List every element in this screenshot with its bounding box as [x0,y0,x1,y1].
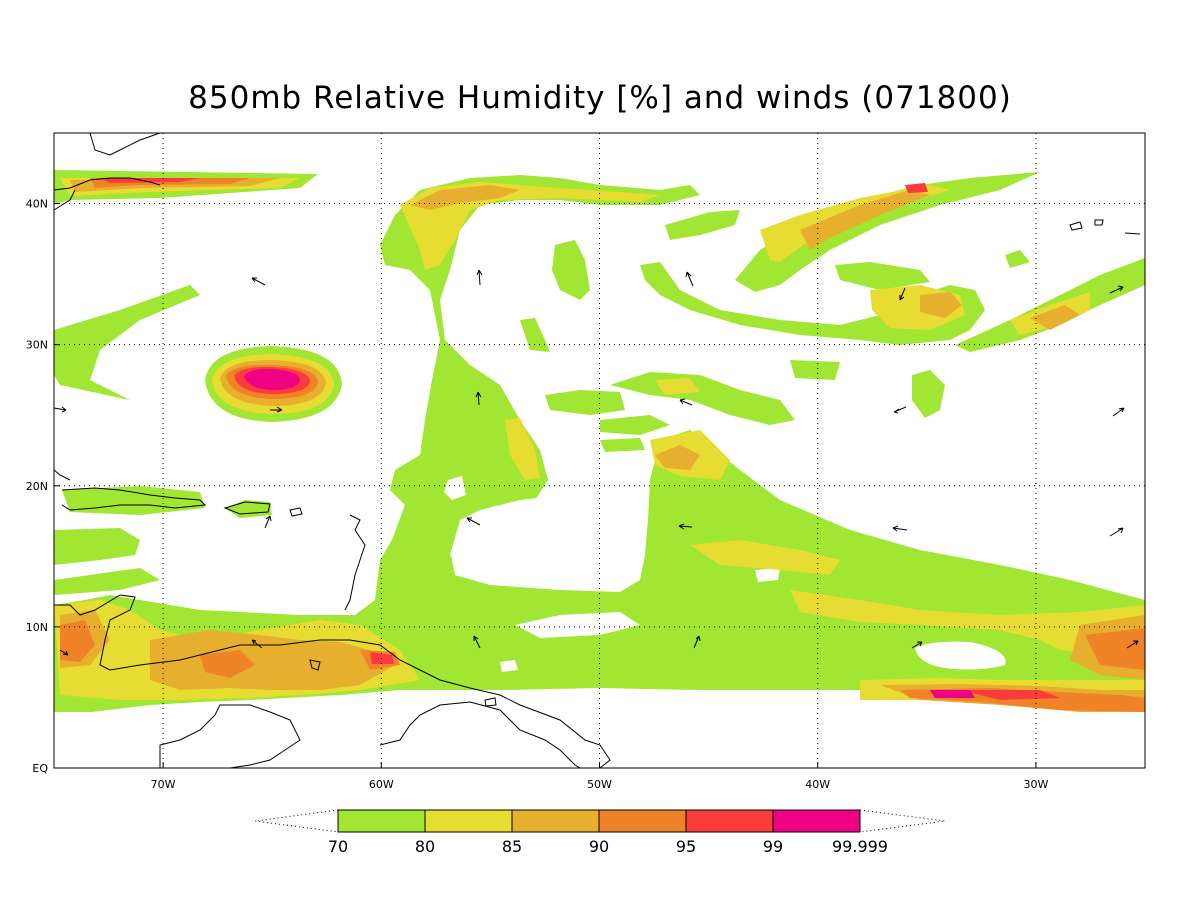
colorbar-swatch [511,809,600,833]
colorbar-swatch [598,809,687,833]
colorbar-level-label: 90 [589,837,609,856]
colorbar-level-label: 99.999 [832,837,888,856]
lat-tick-label: EQ [32,762,48,775]
lon-tick-label: 30W [1023,778,1048,791]
colorbar-level-label: 99 [763,837,783,856]
colorbar-swatch [424,809,513,833]
colorbar-swatch [685,809,774,833]
colorbar-level-label: 85 [502,837,522,856]
colorbar: 70 80 85 90 95 99 99.999 [254,809,946,856]
lon-tick-label: 40W [805,778,830,791]
lon-tick-label: 60W [369,778,394,791]
lon-tick-label: 50W [587,778,612,791]
map-title: 850mb Relative Humidity [%] and winds (0… [188,80,1012,116]
rh-99-99999-fill [244,368,975,698]
colorbar-high-extension [859,809,946,833]
colorbar-swatch [772,809,861,833]
lon-tick-label: 70W [151,778,176,791]
rh-holes [444,476,1006,672]
lat-tick-label: 30N [26,339,48,352]
gridlines [54,133,1145,768]
map-panel: 70W 60W 50W 40W 30W EQ 10N 20N 30N 40N [26,132,1146,791]
lat-tick-label: 10N [26,621,48,634]
colorbar-level-label: 80 [415,837,435,856]
wind-vectors [53,269,1139,656]
colorbar-level-label: 95 [676,837,696,856]
colorbar-level-label: 70 [328,837,348,856]
colorbar-swatch [337,809,426,833]
coastlines [53,132,1141,769]
lat-tick-label: 40N [26,198,48,211]
axis-ticks: 70W 60W 50W 40W 30W EQ 10N 20N 30N 40N [26,198,1049,791]
colorbar-low-extension [254,809,339,833]
lat-tick-label: 20N [26,480,48,493]
